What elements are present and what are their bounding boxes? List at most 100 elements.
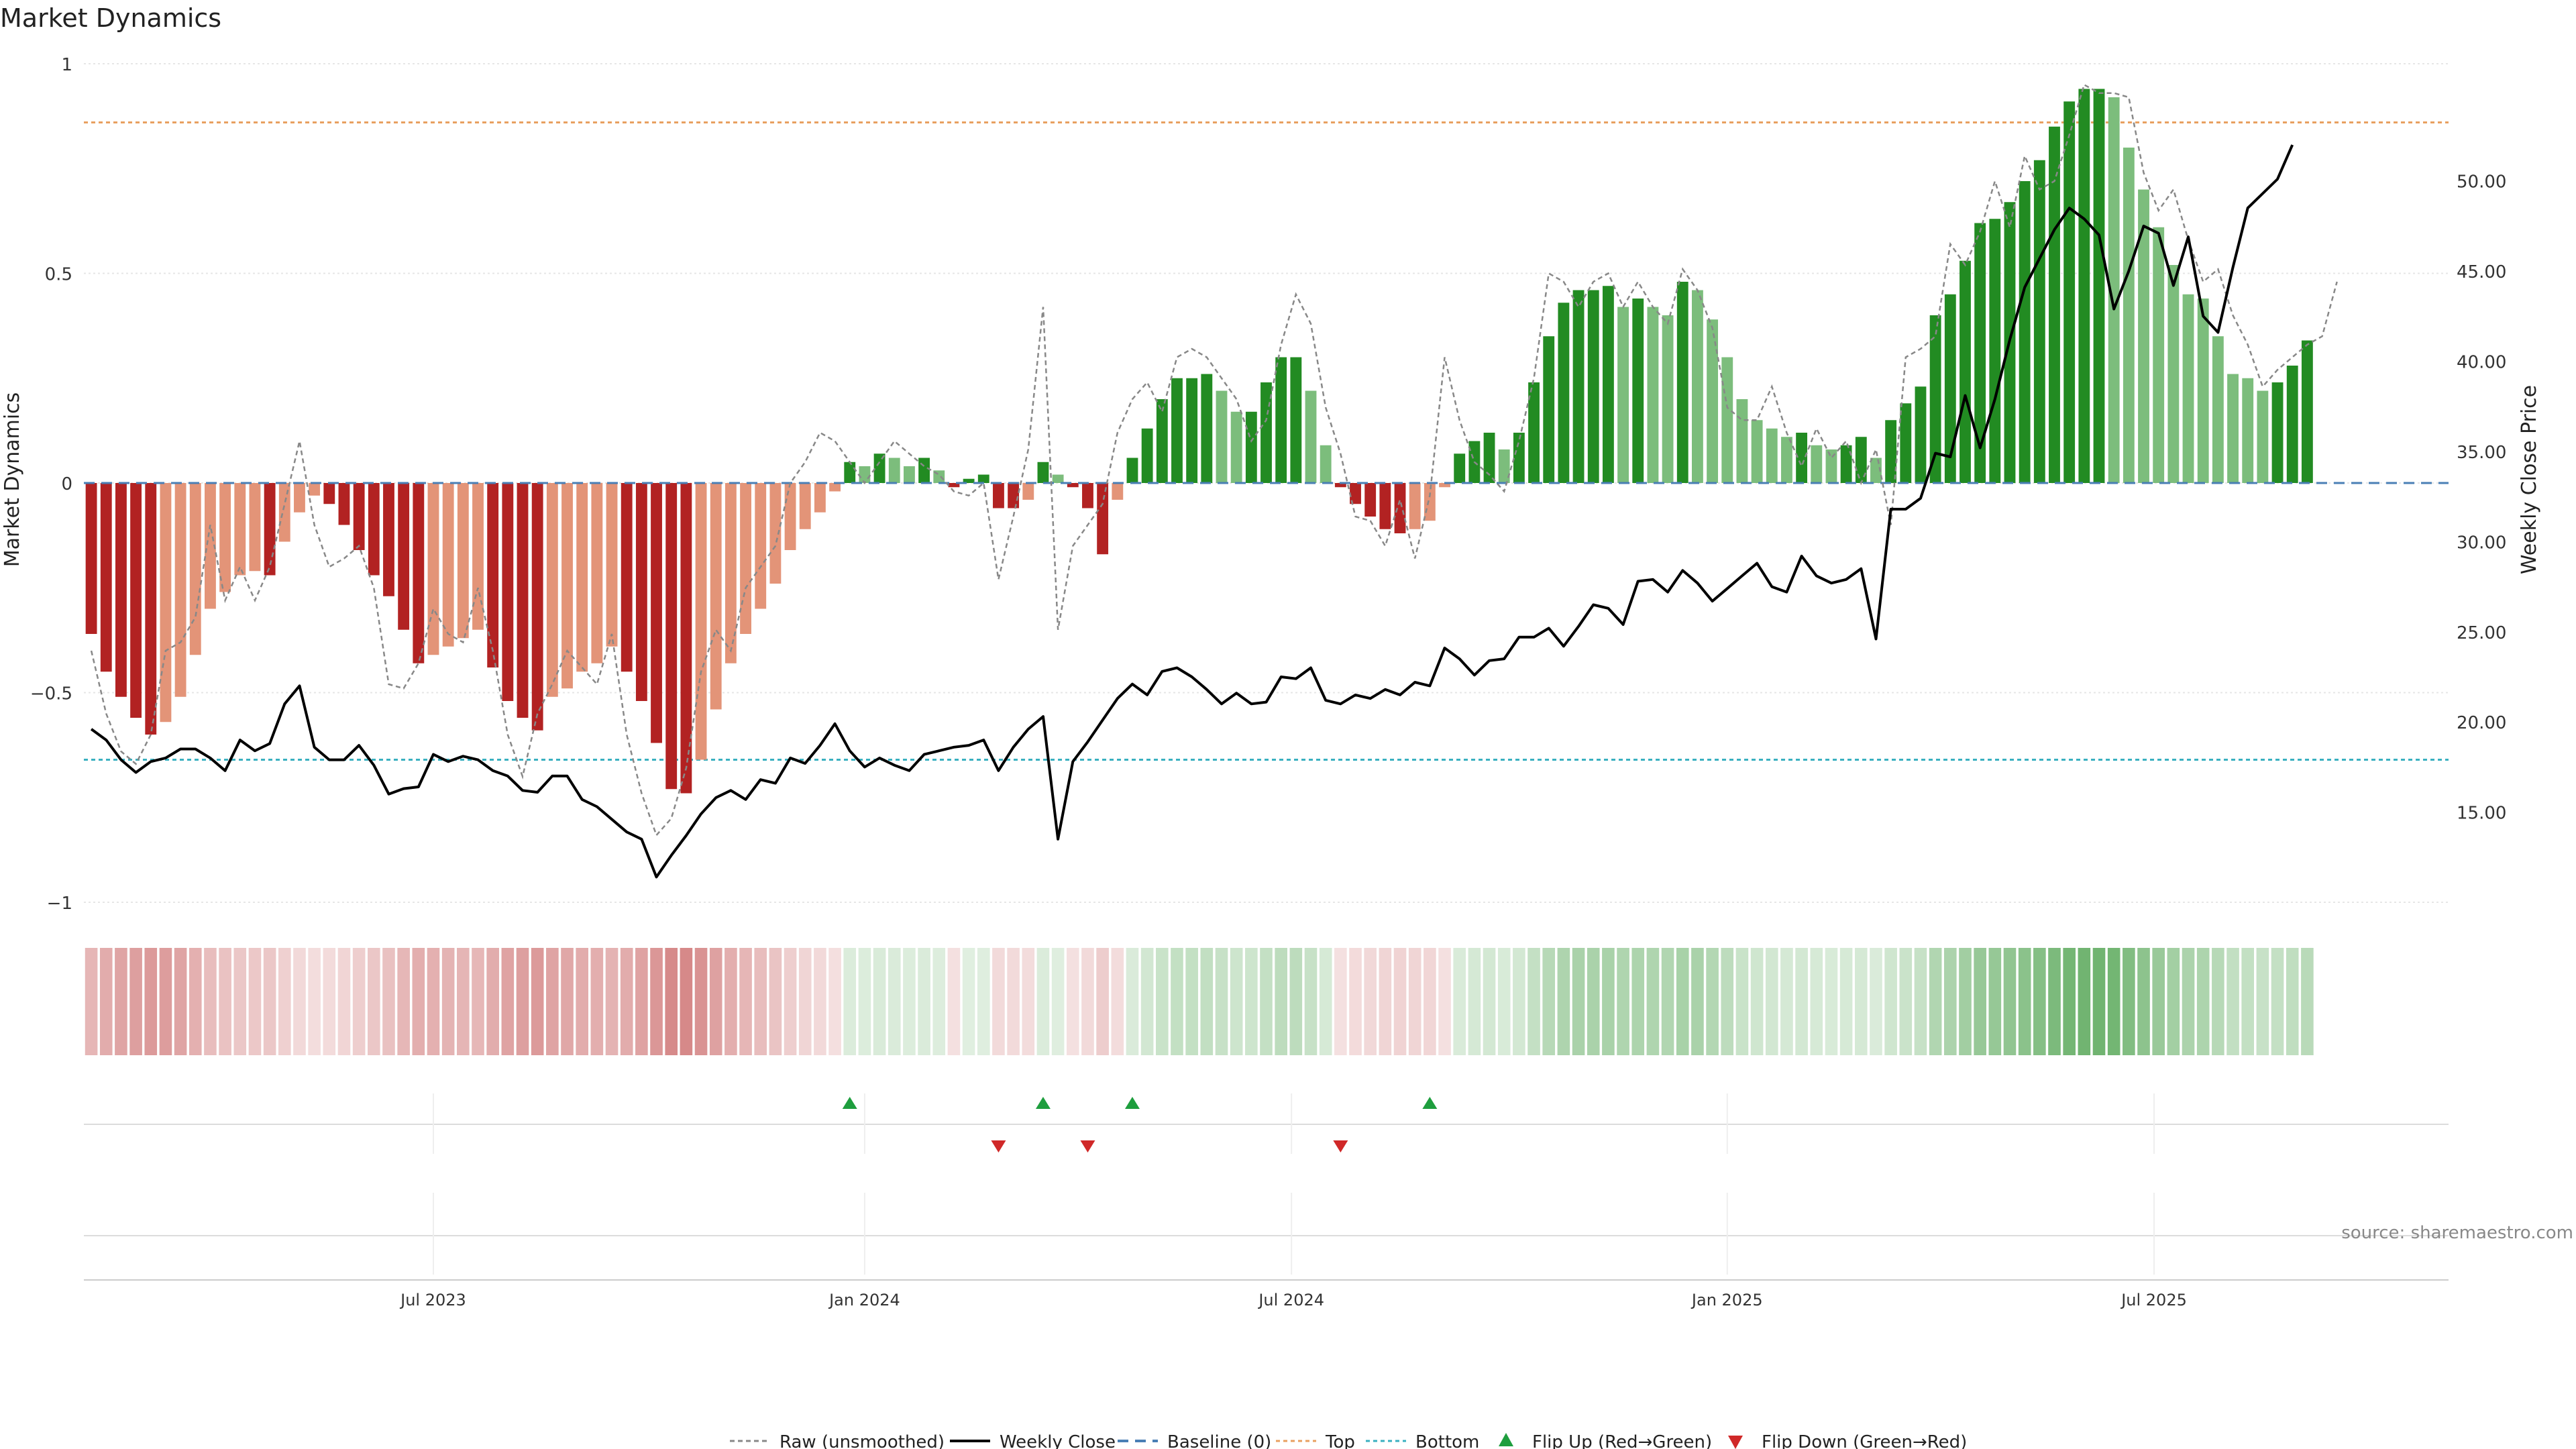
md-bar (1409, 483, 1421, 529)
legend-close-label: Weekly Close (1000, 1432, 1116, 1449)
md-bar (591, 483, 603, 663)
md-bar (1528, 382, 1540, 483)
md-bar (1364, 483, 1377, 517)
regime-cell (263, 948, 276, 1055)
regime-cell (1185, 948, 1198, 1055)
md-bar (442, 483, 454, 647)
md-bar (2138, 189, 2149, 483)
md-bar (1201, 374, 1213, 483)
regime-cell (1453, 948, 1466, 1055)
regime-cell (1230, 948, 1243, 1055)
md-bar (1855, 437, 1867, 483)
regime-cell (2018, 948, 2031, 1055)
regime-cell (576, 948, 588, 1055)
md-bar (2167, 265, 2180, 483)
md-bar (457, 483, 469, 639)
raw-line (90, 83, 2338, 837)
regime-cell (1304, 948, 1318, 1055)
regime-cell (1780, 948, 1793, 1055)
legend-flip-up-label: Flip Up (Red→Green) (1532, 1432, 1712, 1449)
md-bar (368, 483, 380, 576)
regime-cell (1051, 948, 1065, 1055)
md-bar (1543, 336, 1555, 483)
regime-cell (99, 948, 113, 1055)
md-bar (635, 483, 647, 701)
md-bar (1498, 449, 1510, 483)
md-bar (2123, 148, 2135, 483)
md-bar (1082, 483, 1093, 508)
regime-cell (1572, 948, 1585, 1055)
regime-cell (1215, 948, 1228, 1055)
regime-cell (248, 948, 262, 1055)
md-bar (1037, 462, 1049, 483)
regime-cell (1066, 948, 1079, 1055)
regime-cell (1527, 948, 1540, 1055)
regime-cell (1513, 948, 1525, 1055)
regime-cell (888, 948, 901, 1055)
md-bar (1305, 390, 1317, 483)
regime-cell (1319, 948, 1332, 1055)
regime-cell (1364, 948, 1377, 1055)
md-bar (1275, 357, 1287, 483)
y-tick-label: 1 (61, 55, 72, 75)
regime-cell (709, 948, 722, 1055)
regime-cell (918, 948, 930, 1055)
md-bar (1513, 433, 1525, 483)
md-bar (2153, 227, 2165, 483)
md-bar (1008, 483, 1020, 508)
x-tick-label: Jul 2025 (2120, 1291, 2187, 1309)
regime-cell (531, 948, 544, 1055)
md-bar (472, 483, 484, 630)
md-bar (1290, 357, 1302, 483)
legend-bottom-label: Bottom (1415, 1432, 1479, 1449)
md-bar (665, 483, 678, 790)
regime-cell (1631, 948, 1645, 1055)
regime-cell (784, 948, 797, 1055)
regime-cell (947, 948, 961, 1055)
md-bar (249, 483, 261, 572)
regime-cell (1171, 948, 1183, 1055)
md-bar (1067, 483, 1079, 488)
md-bar (859, 466, 871, 483)
flip-up-marker (842, 1097, 857, 1109)
md-bar (977, 474, 989, 483)
regime-cell (2048, 948, 2061, 1055)
md-bar (1230, 411, 1242, 483)
regime-cell (1602, 948, 1615, 1055)
md-bar (904, 466, 915, 483)
regime-cell (397, 948, 410, 1055)
x-tick-label: Jul 2023 (399, 1291, 466, 1309)
regime-cell (308, 948, 321, 1055)
regime-cell (932, 948, 946, 1055)
regime-cell (1721, 948, 1734, 1055)
y-tick-label: −1 (47, 894, 72, 914)
regime-cell (739, 948, 752, 1055)
regime-cell (1944, 948, 1957, 1055)
md-bar (1126, 458, 1138, 483)
md-bar (1781, 437, 1792, 483)
md-bar (294, 483, 305, 513)
regime-cell (1096, 948, 1109, 1055)
weekly-close-line (90, 144, 2294, 879)
md-bar (85, 483, 97, 634)
regime-cell (486, 948, 499, 1055)
regime-cell (2286, 948, 2299, 1055)
regime-cell (858, 948, 871, 1055)
regime-cell (293, 948, 306, 1055)
md-bar (993, 483, 1004, 508)
regime-cell (159, 948, 172, 1055)
regime-cell (754, 948, 767, 1055)
regime-cell (1750, 948, 1764, 1055)
y-tick-label: 0.5 (45, 265, 72, 285)
regime-strip (85, 948, 2314, 1055)
md-bar (873, 453, 885, 483)
regime-cell (605, 948, 619, 1055)
md-bar (2271, 382, 2284, 483)
regime-cell (501, 948, 515, 1055)
flip-down-marker (991, 1140, 1006, 1152)
x-tick-label: Jan 2025 (1690, 1291, 1763, 1309)
regime-cell (1706, 948, 1719, 1055)
md-bar (1751, 420, 1763, 483)
md-bar (1334, 483, 1346, 488)
regime-cell (1334, 948, 1347, 1055)
